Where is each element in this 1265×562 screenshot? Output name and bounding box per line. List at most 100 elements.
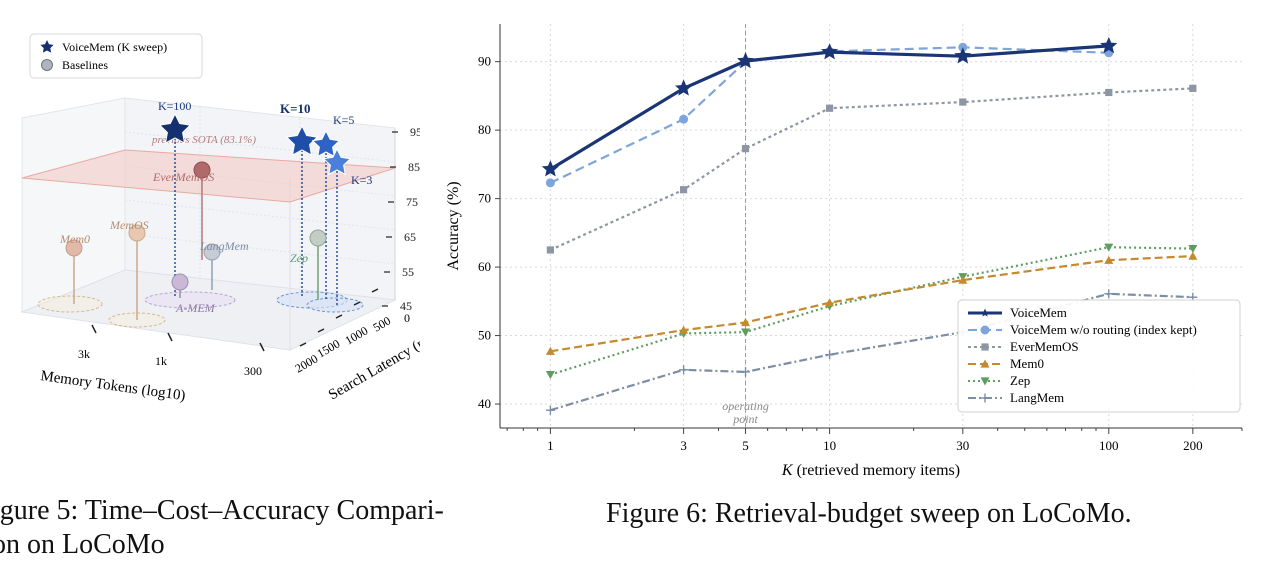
fig5-caption: igure 5: Time–Cost–Accuracy Compari- on … [0, 494, 444, 562]
fig6-marker-square [679, 186, 688, 194]
fig6-xlabel-var: K [781, 462, 794, 479]
fig6-marker-square [1105, 88, 1113, 97]
fig5-label-mem0: Mem0 [59, 232, 90, 246]
fig6-marker-plus [741, 367, 751, 377]
fig6-marker-tri-down [980, 377, 990, 386]
fig6-marker-triangle [980, 359, 990, 368]
fig6-line-voicemem [549, 44, 1109, 171]
fig5-label-langmem: LangMem [199, 239, 249, 253]
fig6-marker-circle [545, 178, 555, 188]
fig5-legend: VoiceMem (K sweep) Baselines [29, 33, 203, 79]
fig5-point-evermemos [193, 161, 211, 179]
fig5-ztick: 55 [402, 265, 414, 279]
fig5-ytick: 2000 [293, 351, 321, 375]
fig6-ylabel: Accuracy (%) [445, 181, 462, 270]
fig5-ztick: 85 [408, 160, 420, 174]
fig5-ztick: 45 [400, 299, 412, 313]
fig5-ztick: 65 [404, 230, 416, 244]
fig6-marker-square [1189, 84, 1197, 92]
fig6-ytick-label: 80 [478, 122, 491, 137]
fig6-marker-tri-down [1104, 243, 1114, 252]
fig5-point-langmem [203, 243, 221, 261]
fig6-marker-tri-down [1188, 244, 1198, 254]
fig5-point-memos [128, 224, 146, 242]
fig5-legend-label: VoiceMem (K sweep) [62, 40, 167, 54]
fig5-ylabel: Search Latency (ms) [326, 328, 420, 404]
fig5-point-zep [309, 229, 327, 247]
fig6-legend-label: EverMemOS [1010, 339, 1079, 354]
fig5-label-k3: K=3 [351, 173, 372, 187]
fig6-legend-label: LangMem [1010, 390, 1064, 405]
fig6-marker-circle [679, 114, 689, 124]
fig6-marker-tri-down [741, 328, 751, 337]
fig6-marker-star [954, 47, 972, 64]
fig6-xtick-label: 10 [823, 438, 836, 453]
fig6-legend-box [957, 299, 1241, 413]
fig6-marker-tri-down [545, 370, 555, 380]
fig6-xtick-label: 30 [956, 438, 969, 453]
fig5-xtick: 1k [155, 354, 167, 368]
fig5-legend-label: Baselines [62, 58, 108, 72]
fig5-star-k5 [311, 129, 341, 158]
fig6-xtick-label: 200 [1183, 438, 1203, 453]
fig6-marker-triangle [958, 275, 968, 284]
fig6-marker-square [546, 246, 554, 254]
fig6-marker-plus [679, 365, 689, 375]
fig6-xtick-label: 100 [1099, 438, 1119, 453]
fig6-marker-triangle [679, 325, 689, 334]
fig5-point-amem [171, 273, 189, 291]
fig6-ytick-label: 40 [478, 396, 491, 411]
fig6-legend-label: VoiceMem w/o routing (index kept) [1010, 322, 1197, 337]
fig6-operating-label: operating [722, 399, 769, 413]
fig5-ytick: 0 [404, 311, 410, 325]
fig5-label-evermemos: EverMemOS [152, 170, 214, 184]
fig5-legend-star-icon [40, 40, 54, 53]
fig5-label-k100: K=100 [158, 99, 191, 113]
fig6-legend-label: Mem0 [1010, 356, 1044, 371]
fig5-label-amem: A-MEM [175, 301, 216, 315]
fig6-legend-label: Zep [1010, 373, 1030, 388]
fig6-marker-plus [545, 405, 555, 415]
fig5-star-k10 [285, 124, 319, 156]
fig5-3d-chart: previous SOTA (83.1%) K=100 K=10 K=5 K=3… [20, 33, 420, 404]
fig5-ytick: 500 [371, 313, 394, 334]
fig5-caption-line1: igure 5: Time–Cost–Accuracy Compari- [0, 495, 444, 526]
fig5-star-k3 [322, 147, 352, 176]
fig6-marker-circle [980, 325, 990, 335]
fig6-xtick-label: 1 [547, 438, 554, 453]
fig6-ytick-label: 70 [478, 191, 491, 206]
fig5-xlabel: Memory Tokens (log10) [39, 368, 186, 404]
fig6-marker-triangle [741, 318, 751, 327]
fig5-xtick: 300 [244, 364, 262, 378]
fig5-label-k10: K=10 [280, 101, 311, 116]
fig6-marker-plus [825, 350, 835, 360]
fig6-marker-triangle [1188, 251, 1198, 260]
fig6-marker-square [741, 145, 750, 153]
fig6-marker-triangle [825, 298, 835, 307]
fig5-caption-line2: on on LoCoMo [0, 529, 165, 560]
fig5-ytick: 1500 [315, 336, 343, 360]
fig6-marker-star [821, 43, 839, 60]
fig6-marker-triangle [545, 346, 555, 355]
fig6-marker-star [980, 308, 990, 317]
fig6-xlabel-text: (retrieved memory items) [793, 462, 961, 479]
fig5-label-zep: Zep [290, 251, 308, 265]
fig5-ztick: 95 [410, 125, 420, 139]
fig5-xtick: 3k [78, 347, 90, 361]
fig5-point-mem0 [65, 239, 83, 257]
fig6-grid [500, 24, 1242, 428]
fig6-marker-triangle [1104, 255, 1114, 264]
fig6-operating-label: point [732, 412, 758, 426]
fig5-ztick: 75 [406, 195, 418, 209]
fig6-legend: VoiceMem VoiceMem w/o routing (index kept… [957, 299, 1241, 413]
fig6-xtick-label: 5 [742, 438, 749, 453]
fig6-marker-plus [980, 393, 990, 403]
fig6-ytick-label: 50 [478, 328, 491, 343]
fig6-xtick-label: 3 [680, 438, 687, 453]
fig6-marker-star [541, 160, 559, 177]
fig6-marker-square [959, 98, 967, 106]
fig6-marker-plus [1104, 289, 1114, 299]
fig6-xlabel: K (retrieved memory items) [781, 462, 960, 479]
fig5-legend-circle-icon [41, 59, 53, 71]
fig6-line-evermemos [549, 87, 1193, 252]
